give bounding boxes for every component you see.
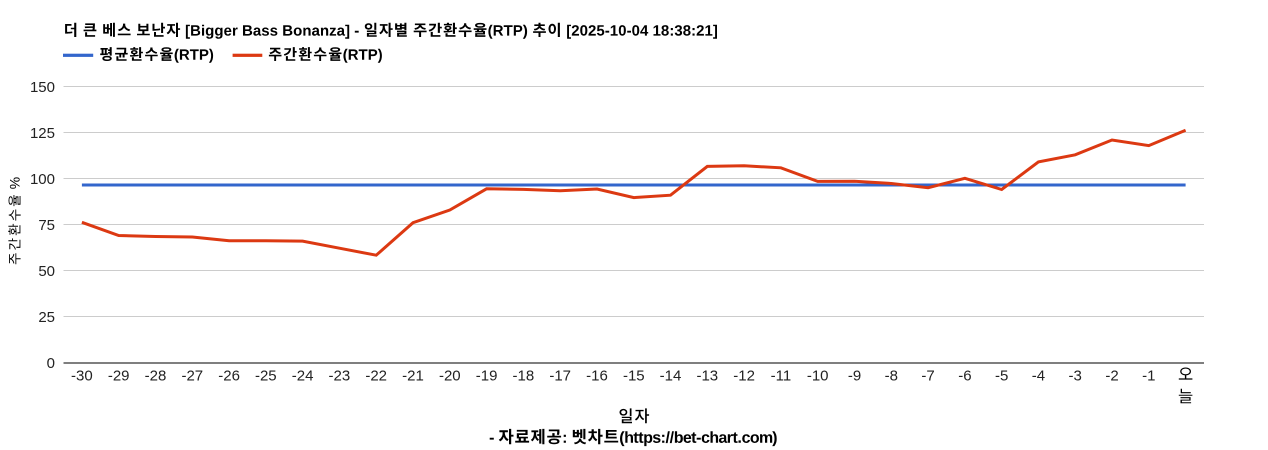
svg-text:-15: -15: [623, 368, 645, 385]
svg-text:-30: -30: [71, 368, 93, 385]
svg-text:-23: -23: [329, 368, 351, 385]
svg-text:-12: -12: [733, 368, 755, 385]
svg-text:-27: -27: [181, 368, 203, 385]
svg-text:0: 0: [47, 355, 55, 372]
svg-text:-16: -16: [586, 368, 608, 385]
svg-text:-4: -4: [1032, 368, 1045, 385]
svg-text:-13: -13: [696, 368, 718, 385]
svg-text:-25: -25: [255, 368, 277, 385]
svg-text:-18: -18: [513, 368, 535, 385]
svg-text:50: 50: [38, 263, 55, 280]
svg-text:25: 25: [38, 309, 55, 326]
svg-text:-8: -8: [885, 368, 898, 385]
svg-text:-14: -14: [660, 368, 682, 385]
svg-text:-24: -24: [292, 368, 314, 385]
svg-text:-20: -20: [439, 368, 461, 385]
svg-text:-11: -11: [771, 368, 792, 385]
svg-text:-3: -3: [1069, 368, 1082, 385]
svg-text:-19: -19: [476, 368, 498, 385]
svg-text:150: 150: [30, 79, 55, 96]
svg-text:75: 75: [38, 217, 55, 234]
svg-text:125: 125: [30, 125, 55, 142]
svg-text:-5: -5: [995, 368, 1008, 385]
svg-text:-7: -7: [921, 368, 934, 385]
svg-text:-10: -10: [807, 368, 829, 385]
svg-text:-28: -28: [145, 368, 167, 385]
svg-text:-29: -29: [108, 368, 130, 385]
svg-text:-2: -2: [1105, 368, 1118, 385]
svg-text:100: 100: [30, 171, 55, 188]
svg-text:-9: -9: [848, 368, 861, 385]
svg-text:-17: -17: [549, 368, 571, 385]
svg-text:-1: -1: [1142, 368, 1155, 385]
svg-text:-22: -22: [365, 368, 387, 385]
svg-text:-6: -6: [958, 368, 971, 385]
svg-text:-26: -26: [218, 368, 240, 385]
svg-text:-21: -21: [402, 368, 424, 385]
